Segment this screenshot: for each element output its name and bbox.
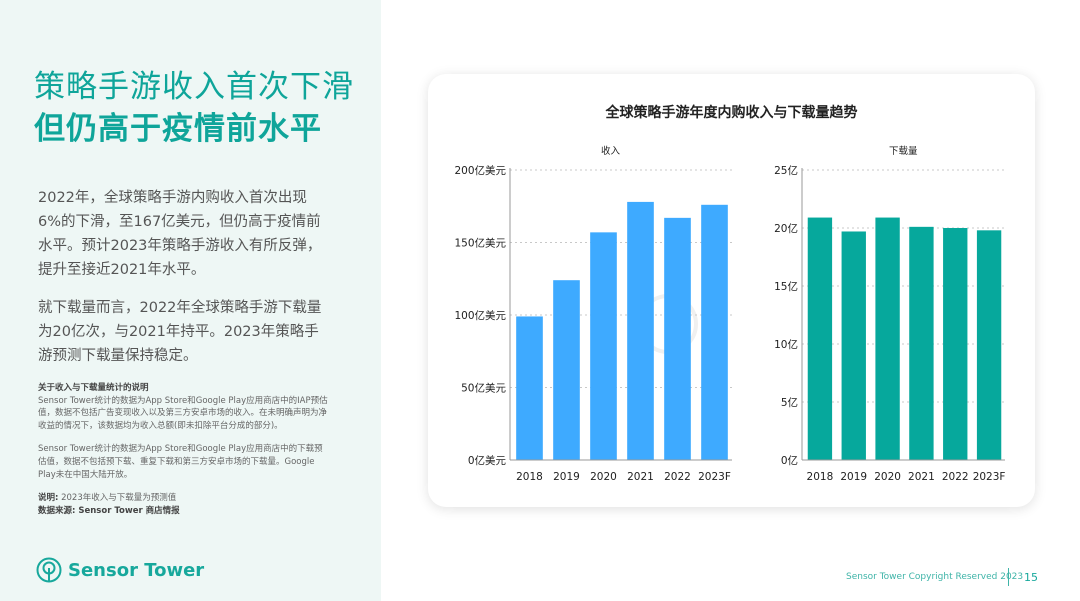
x-tick-label: 2020 [874,471,901,483]
notes-downloads: Sensor Tower统计的数据为App Store和Google Play应… [38,444,323,480]
x-tick-label: 2020 [590,471,617,483]
x-tick-label: 2021 [908,471,935,483]
x-tick-label: 2018 [516,471,543,483]
page-number: 15 [1024,571,1038,584]
notes-revenue: Sensor Tower统计的数据为App Store和Google Play应… [38,395,328,431]
y-tick-label: 200亿美元 [454,164,506,177]
bar-2022 [943,228,968,460]
slide-title-line2: 但仍高于疫情前水平 [34,111,322,147]
x-tick-label: 2023F [973,471,1006,483]
bar-2023F [701,204,728,460]
x-tick-label: 2019 [840,471,867,483]
y-tick-label: 15亿 [774,280,798,293]
left-content: 2022年，全球策略手游内购收入首次出现6%的下滑，至167亿美元，但仍高于疫情… [38,186,328,517]
slide-title-line1: 策略手游收入首次下滑 [34,69,354,105]
paragraph-revenue: 2022年，全球策略手游内购收入首次出现6%的下滑，至167亿美元，但仍高于疫情… [38,190,322,278]
data-source: 数据来源: Sensor Tower 商店情报 [38,505,180,516]
bar-2020 [590,232,617,460]
bar-2018 [807,217,833,460]
footer-divider [1008,568,1009,586]
x-tick-label: 2018 [807,471,834,483]
bar-2022 [664,217,691,460]
x-tick-label: 2019 [553,471,580,483]
y-tick-label: 100亿美元 [454,309,506,322]
bar-2019 [553,280,580,460]
bar-2023F [976,230,1002,460]
bar-2021 [909,226,934,460]
bar-2019 [841,231,866,460]
sensor-tower-logo-icon [36,557,62,583]
note-label: 说明: [38,493,59,504]
y-tick-label: 20亿 [774,222,798,235]
y-tick-label: 5亿 [781,396,798,409]
x-tick-label: 2023F [698,471,731,483]
y-tick-label: 10亿 [774,338,798,351]
bar-2018 [516,316,543,460]
y-tick-label: 0亿美元 [468,454,507,467]
bar-2020 [875,217,900,460]
notes-heading: 关于收入与下载量统计的说明 [38,383,149,393]
copyright: Sensor Tower Copyright Reserved 2023 [846,572,1024,582]
paragraph-downloads: 就下载量而言，2022年全球策略手游下载量为20亿次，与2021年持平。2023… [38,300,322,364]
bar-charts: 0亿美元 50亿美元 100亿美元 150亿美元 200亿美元 2018 2019 2020 2… [454,164,1006,483]
x-tick-label: 2022 [664,471,691,483]
x-tick-label: 2022 [942,471,969,483]
y-tick-label: 50亿美元 [461,382,506,395]
revenue-subtitle: 收入 [601,146,621,157]
x-tick-label: 2021 [627,471,654,483]
bar-2021 [627,201,654,460]
notes: 关于收入与下载量统计的说明 Sensor Tower统计的数据为App Stor… [38,382,328,517]
sensor-tower-logo: Sensor Tower [36,557,204,583]
y-tick-label: 0亿 [781,454,798,467]
left-panel: 策略手游收入首次下滑 但仍高于疫情前水平 2022年，全球策略手游内购收入首次出… [0,0,381,601]
y-tick-label: 150亿美元 [454,237,506,250]
chart-title: 全球策略手游年度内购收入与下载量趋势 [605,105,858,121]
logo-text: Sensor Tower [68,559,205,581]
y-tick-label: 25亿 [774,164,798,177]
note-text: 2023年收入与下载量为预测值 [61,493,177,504]
chart-card: 全球策略手游年度内购收入与下载量趋势 收入 下载量 0亿美元 50亿美元 100亿美… [428,74,1035,507]
downloads-subtitle: 下载量 [889,146,918,157]
